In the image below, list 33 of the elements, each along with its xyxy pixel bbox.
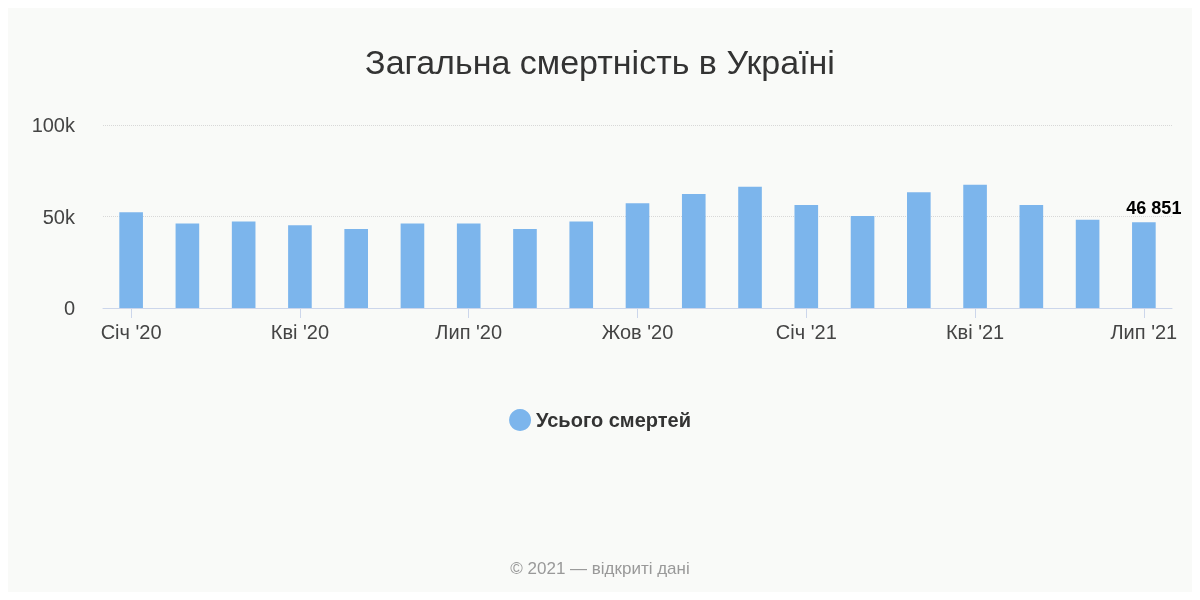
- x-tick-label: Січ '20: [100, 321, 162, 343]
- bar: [794, 204, 819, 308]
- bar: [119, 212, 143, 308]
- bar: [175, 223, 200, 308]
- bar: [963, 184, 987, 308]
- y-tick-label: 0: [63, 297, 75, 319]
- y-tick-label: 100k: [31, 114, 76, 136]
- x-tick-label: Кві '21: [945, 321, 1005, 343]
- bar: [288, 225, 312, 308]
- bar: [625, 203, 650, 308]
- y-tick-label: 50k: [42, 205, 76, 228]
- bar: [850, 215, 875, 308]
- bar: [569, 221, 594, 308]
- bar: [456, 223, 481, 308]
- x-tick-label: Січ '21: [775, 321, 837, 343]
- chart-title: Загальна смертність в Україні: [365, 43, 835, 81]
- bar: [400, 223, 425, 308]
- bar: [1019, 204, 1044, 308]
- bar: [231, 221, 256, 308]
- x-tick-label: Лип '21: [1110, 321, 1178, 343]
- bar: [1075, 219, 1100, 308]
- bar: [907, 192, 931, 308]
- x-tick-label: Жов '20: [601, 321, 674, 343]
- bar: [738, 186, 762, 308]
- x-tick-label: Лип '20: [435, 321, 503, 343]
- bar: [1132, 222, 1156, 308]
- bar: [681, 193, 706, 308]
- legend-label: Усього смертей: [536, 409, 691, 431]
- text: © 2021 — відкриті дані: [510, 559, 690, 578]
- data-label: 46 851: [1126, 198, 1182, 219]
- x-tick-label: Кві '20: [270, 321, 330, 343]
- bar: [513, 228, 537, 308]
- bar: [344, 228, 368, 308]
